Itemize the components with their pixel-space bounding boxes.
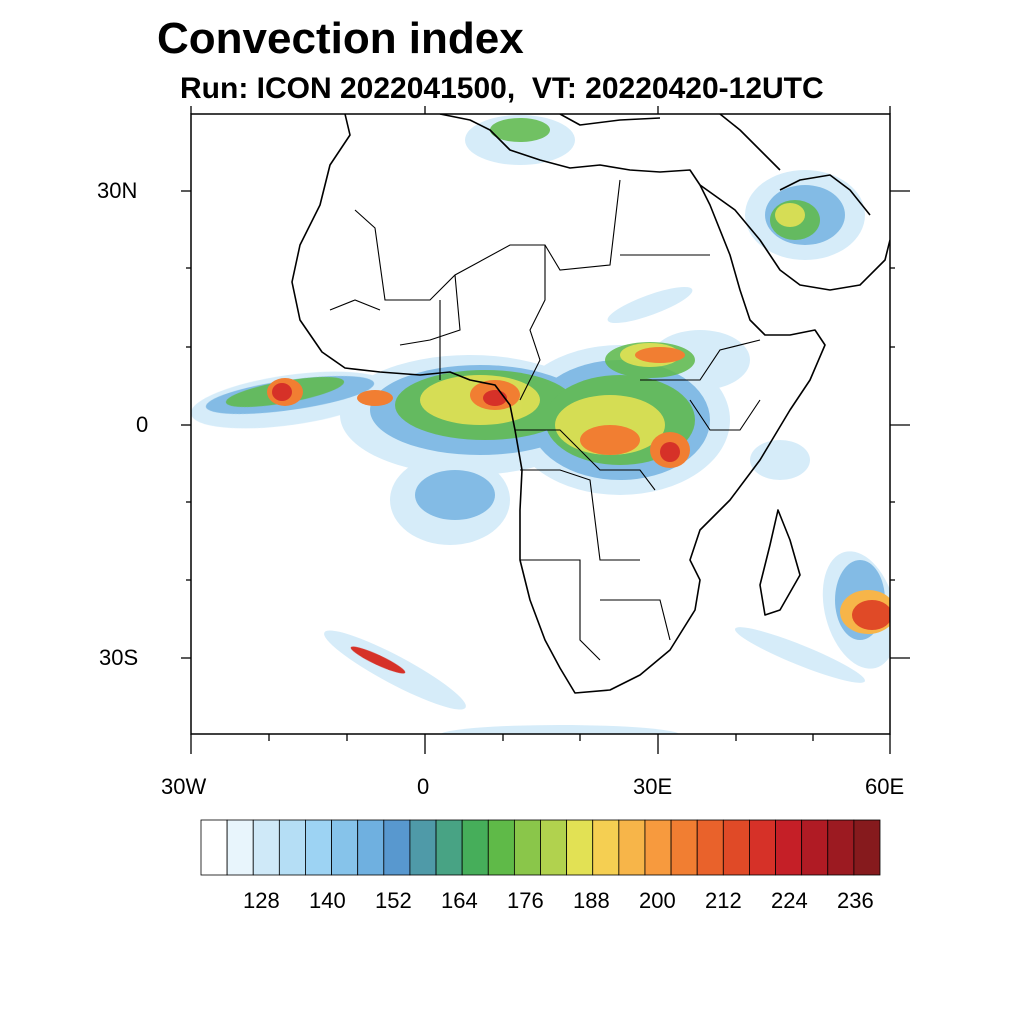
lon-label-30e: 30E — [633, 774, 673, 799]
colorbar-swatch — [409, 819, 437, 876]
colorbar-swatch — [644, 819, 672, 876]
lat-label-0: 0 — [136, 412, 149, 437]
map-frame — [190, 113, 891, 735]
colorbar-label: 152 — [375, 888, 412, 913]
colorbar-label: 140 — [309, 888, 346, 913]
colorbar-swatch — [670, 819, 698, 876]
colorbar-swatch — [252, 819, 280, 876]
colorbar-swatch — [487, 819, 515, 876]
colorbar-label: 176 — [507, 888, 544, 913]
lat-label-30s: 30S — [99, 645, 139, 670]
colorbar-swatch — [305, 819, 332, 876]
colorbar-label: 212 — [705, 888, 742, 913]
colorbar-swatch — [331, 819, 359, 876]
colorbar-swatch — [618, 819, 646, 876]
chart-title: Convection index — [157, 14, 524, 63]
lon-label-0: 0 — [417, 774, 430, 799]
colorbar-swatch — [749, 819, 776, 876]
colorbar-swatch — [827, 819, 855, 876]
colorbar-swatch — [513, 819, 541, 876]
colorbar-swatch — [278, 819, 306, 876]
colorbar-swatch — [435, 819, 463, 876]
lon-label-60e: 60E — [865, 774, 905, 799]
colorbar-swatch — [592, 819, 620, 876]
colorbar-label: 200 — [639, 888, 676, 913]
colorbar-swatch — [801, 819, 829, 876]
colorbar-swatch — [461, 819, 489, 876]
country-borders — [329, 179, 761, 661]
colorbar — [200, 819, 881, 876]
colorbar-swatch — [775, 819, 803, 876]
colorbar-label: 236 — [837, 888, 874, 913]
colorbar-swatch — [853, 819, 881, 876]
axis-ticks — [181, 106, 910, 754]
colorbar-label: 128 — [243, 888, 280, 913]
colorbar-swatch — [226, 819, 254, 876]
lat-label-30n: 30N — [97, 178, 138, 203]
colorbar-swatch — [696, 819, 724, 876]
colorbar-label: 164 — [441, 888, 478, 913]
lon-label-30w: 30W — [161, 774, 207, 799]
colorbar-swatch — [722, 819, 750, 876]
colorbar-swatch — [357, 819, 385, 876]
colorbar-swatch — [383, 819, 411, 876]
colorbar-label: 224 — [771, 888, 808, 913]
colorbar-swatch — [540, 819, 568, 876]
coastlines — [291, 114, 890, 694]
colorbar-swatch — [566, 819, 594, 876]
convection-field — [191, 115, 890, 734]
colorbar-swatch — [200, 819, 228, 876]
colorbar-label: 188 — [573, 888, 610, 913]
chart-subtitle: Run: ICON 2022041500, VT: 20220420-12UTC — [180, 72, 824, 105]
